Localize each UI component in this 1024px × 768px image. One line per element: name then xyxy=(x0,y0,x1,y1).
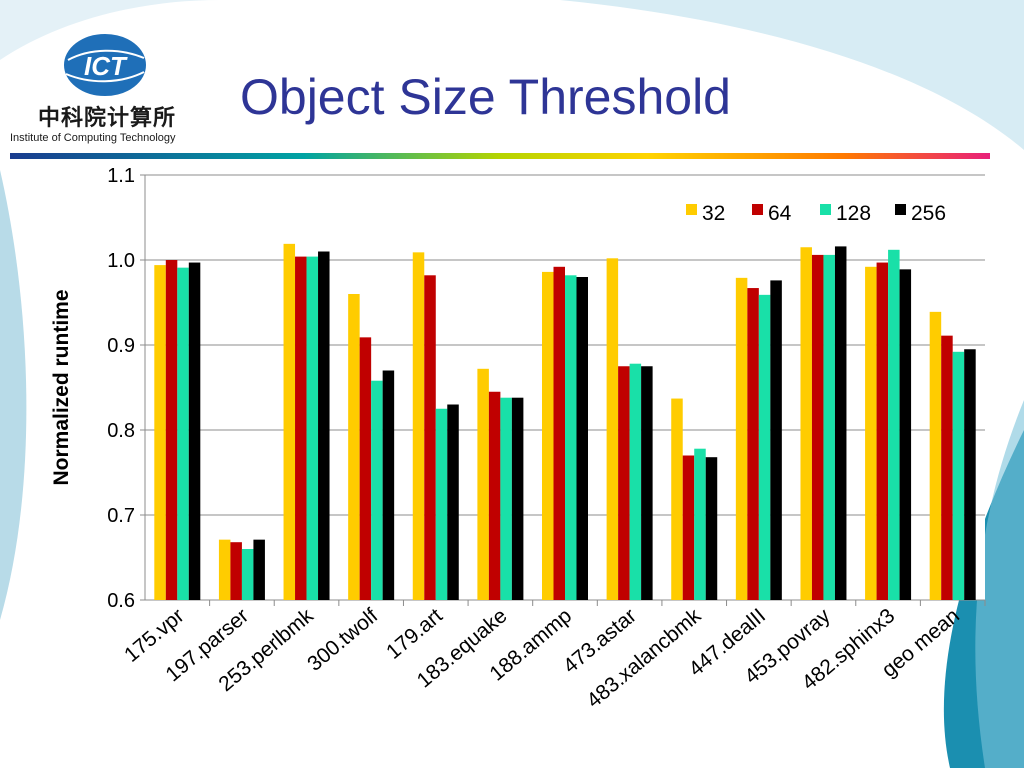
bar-64-geo mean xyxy=(941,335,953,600)
legend-swatch-256 xyxy=(895,204,906,215)
legend-label-128: 128 xyxy=(836,202,871,225)
y-tick-label: 0.7 xyxy=(107,505,135,527)
legend-swatch-32 xyxy=(686,204,697,215)
bar-128-179.art xyxy=(435,408,448,600)
bar-64-183.equake xyxy=(488,391,501,600)
bar-128-188.ammp xyxy=(565,275,577,600)
slide-title: Object Size Threshold xyxy=(240,69,731,125)
y-axis-label: Normalized runtime xyxy=(50,289,73,485)
bar-128-183.equake xyxy=(500,397,512,600)
legend-label-32: 32 xyxy=(702,202,725,225)
y-tick-label: 1.0 xyxy=(107,250,135,272)
legend-swatch-64 xyxy=(752,204,763,215)
bar-32-175.vpr xyxy=(154,265,166,600)
bar-64-483.xalancbmk xyxy=(682,455,695,600)
legend-label-256: 256 xyxy=(911,202,946,225)
org-chinese-name: 中科院计算所 xyxy=(38,105,177,131)
title-gradient-rule xyxy=(10,153,990,159)
institute-name: Institute of Computing Technology xyxy=(10,132,176,144)
bar-128-geo mean xyxy=(952,351,965,600)
top-left-swoosh xyxy=(0,0,220,60)
bar-256-453.povray xyxy=(834,246,847,600)
x-tick-label: 483.xalancbmk xyxy=(582,604,705,713)
ict-logo: ICT xyxy=(62,32,148,98)
bar-32-183.equake xyxy=(477,368,489,600)
bar-128-175.vpr xyxy=(177,267,189,600)
bar-64-453.povray xyxy=(811,254,824,600)
legend-label-64: 64 xyxy=(768,202,792,225)
bar-32-453.povray xyxy=(800,247,812,600)
bar-128-473.astar xyxy=(629,363,642,600)
bar-32-188.ammp xyxy=(542,271,554,600)
bar-256-483.xalancbmk xyxy=(705,457,718,600)
bar-64-253.perlbmk xyxy=(295,256,307,600)
bar-64-447.dealII xyxy=(747,288,759,600)
bar-32-483.xalancbmk xyxy=(671,398,683,600)
y-tick-label: 1.1 xyxy=(107,165,135,187)
bar-128-483.xalancbmk xyxy=(694,448,706,600)
bar-32-473.astar xyxy=(606,258,619,600)
bar-256-253.perlbmk xyxy=(318,251,330,600)
bar-128-447.dealII xyxy=(758,294,771,600)
left-swoosh xyxy=(0,170,27,620)
bar-64-473.astar xyxy=(618,366,630,600)
bar-128-300.twolf xyxy=(371,380,383,600)
legend-swatch-128 xyxy=(820,204,831,215)
bar-256-188.ammp xyxy=(576,277,588,600)
bar-32-197.parser xyxy=(218,539,231,600)
bar-64-300.twolf xyxy=(359,337,372,600)
bar-32-179.art xyxy=(412,252,425,600)
bar-32-300.twolf xyxy=(348,294,360,600)
bar-256-482.sphinx3 xyxy=(899,269,912,600)
bar-64-188.ammp xyxy=(553,266,565,600)
bar-64-179.art xyxy=(424,275,436,600)
bar-256-183.equake xyxy=(511,397,524,600)
bar-256-300.twolf xyxy=(382,370,395,600)
y-tick-label: 0.6 xyxy=(107,590,135,612)
bar-256-473.astar xyxy=(641,366,653,600)
bar-128-197.parser xyxy=(241,549,254,600)
bottom-right-swoosh-light xyxy=(975,400,1024,768)
x-tick-label: 300.twolf xyxy=(303,604,382,676)
bar-256-447.dealII xyxy=(770,280,782,600)
bar-64-175.vpr xyxy=(165,260,178,600)
bar-256-179.art xyxy=(447,404,459,600)
top-swoosh xyxy=(560,0,1024,150)
svg-text:ICT: ICT xyxy=(84,51,128,81)
y-tick-label: 0.8 xyxy=(107,420,135,442)
bar-256-geo mean xyxy=(964,349,976,600)
bar-64-197.parser xyxy=(230,542,242,600)
bar-32-253.perlbmk xyxy=(283,243,296,600)
bar-32-482.sphinx3 xyxy=(865,266,877,600)
bar-128-253.perlbmk xyxy=(306,256,319,600)
bar-256-175.vpr xyxy=(188,262,201,600)
y-tick-label: 0.9 xyxy=(107,335,135,357)
bar-32-geo mean xyxy=(929,311,942,600)
bar-32-447.dealII xyxy=(735,277,748,600)
bar-128-453.povray xyxy=(823,254,835,600)
bar-64-482.sphinx3 xyxy=(876,262,889,600)
bar-256-197.parser xyxy=(253,539,265,600)
bar-128-482.sphinx3 xyxy=(888,249,900,601)
